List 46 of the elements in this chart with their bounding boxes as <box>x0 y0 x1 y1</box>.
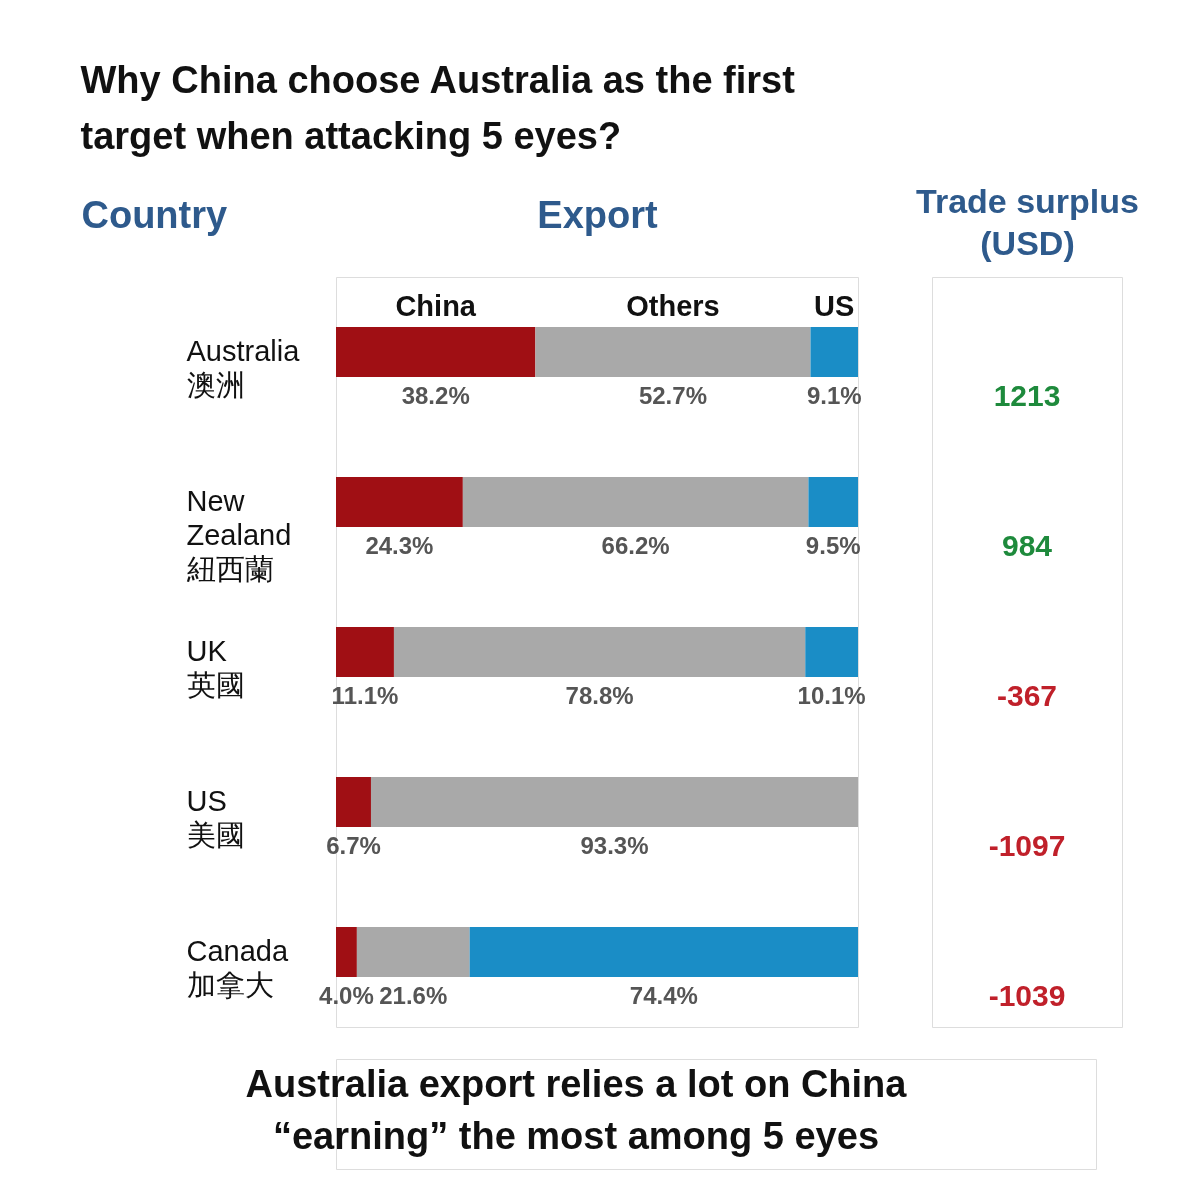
y-tick-label: UK 英國 <box>186 635 245 701</box>
bar <box>805 627 858 677</box>
bar <box>336 777 371 827</box>
bar <box>462 477 809 527</box>
data-label: -1039 <box>988 979 1066 1012</box>
bar <box>370 777 858 827</box>
data-label: 38.2% <box>401 382 470 409</box>
data-label: 11.1% <box>331 682 399 709</box>
text: Australia export relies a lot on China “earning” the most among 5 eyes <box>245 1063 908 1157</box>
data-label: 78.8% <box>565 682 634 709</box>
data-label: 66.2% <box>601 532 670 559</box>
data-label: 52.7% <box>638 382 707 409</box>
bar <box>336 927 357 977</box>
bar <box>356 927 470 977</box>
y-tick-label: US 美國 <box>186 785 245 851</box>
text: Trade surplus (USD) <box>916 181 1139 262</box>
bar <box>336 327 536 377</box>
data-label: 9.1% <box>806 382 862 409</box>
bar <box>808 477 858 527</box>
bar <box>393 627 806 677</box>
data-label: 984 <box>1001 529 1053 562</box>
y-tick-label: Australia 澳洲 <box>186 335 301 401</box>
series-label: China <box>395 290 477 322</box>
data-label: 93.3% <box>580 832 649 859</box>
data-label: 4.0% <box>319 982 374 1009</box>
data-label: -367 <box>996 679 1058 712</box>
y-tick-label: New Zealand 紐西蘭 <box>185 485 292 585</box>
series-label: Others <box>626 290 720 322</box>
series-label: US <box>814 290 855 322</box>
data-label: 1213 <box>993 379 1061 412</box>
data-label: 74.4% <box>629 982 698 1009</box>
chart-title: Why China choose Australia as the first target when attacking 5 eyes? <box>80 58 796 157</box>
bar <box>336 627 394 677</box>
bar <box>336 477 463 527</box>
data-label: 24.3% <box>365 532 434 559</box>
y-axis-title: Country <box>81 193 228 236</box>
bar <box>535 327 811 377</box>
bar <box>810 327 858 377</box>
y-tick-label: Canada 加拿大 <box>186 935 289 1001</box>
x-axis-title: Export <box>537 193 659 236</box>
data-label: 6.7% <box>326 832 381 859</box>
data-label: -1097 <box>988 829 1066 862</box>
data-label: 10.1% <box>797 682 866 709</box>
data-label: 21.6% <box>379 982 448 1009</box>
data-label: 9.5% <box>805 532 861 559</box>
bar <box>469 927 858 977</box>
